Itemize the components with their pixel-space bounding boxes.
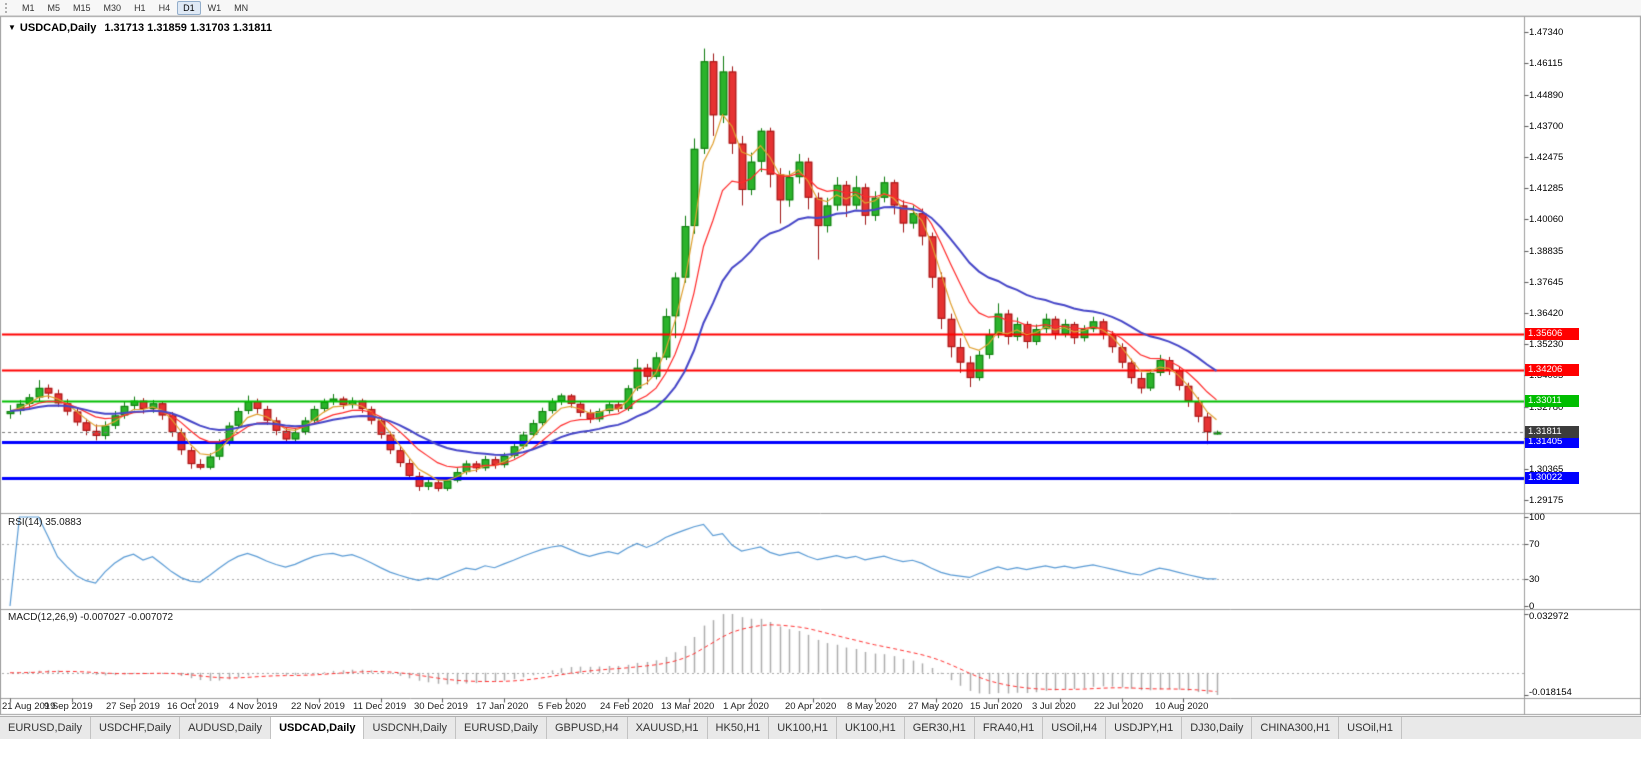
symbol-tab[interactable]: USDCAD,Daily <box>271 717 365 739</box>
toolbar-drag-handle[interactable] <box>5 2 10 13</box>
macd-indicator-label: MACD(12,26,9) -0.007027 -0.007072 <box>8 612 174 623</box>
rsi-axis-label: 100 <box>1529 512 1545 523</box>
price-axis-label: 1.35230 <box>1529 339 1564 350</box>
macd-axis-label: -0.018154 <box>1529 687 1572 698</box>
date-label: 17 Jan 2020 <box>476 701 529 712</box>
price-axis-label: 1.38835 <box>1529 246 1564 257</box>
timeframe-button-mn[interactable]: MN <box>234 2 249 13</box>
timeframe-button-m1[interactable]: M1 <box>22 2 35 13</box>
symbol-tab[interactable]: USDCNH,Daily <box>364 717 457 739</box>
symbol-tab[interactable]: EURUSD,Daily <box>0 717 91 739</box>
date-label: 30 Dec 2019 <box>414 701 468 712</box>
chart-title: ▼ USDCAD,Daily 1.31713 1.31859 1.31703 1.3… <box>8 22 272 34</box>
symbol-tab[interactable]: GER30,H1 <box>904 717 975 739</box>
level-price-tag: 1.33011 <box>1525 395 1579 407</box>
level-price-tag: 1.30022 <box>1525 472 1579 484</box>
date-label: 4 Nov 2019 <box>229 701 278 712</box>
symbol-tab[interactable]: USOil,H1 <box>1339 717 1402 739</box>
date-label: 27 May 2020 <box>908 701 963 712</box>
symbol-tab[interactable]: FRA40,H1 <box>974 717 1044 739</box>
price-axis-label: 1.37645 <box>1529 277 1564 288</box>
price-axis-label: 1.41285 <box>1529 183 1564 194</box>
symbol-tab[interactable]: DJ30,Daily <box>1182 717 1253 739</box>
level-price-tag: 1.31405 <box>1525 436 1579 448</box>
date-label: 27 Sep 2019 <box>106 701 160 712</box>
price-axis-label: 1.30365 <box>1529 464 1564 475</box>
rsi-axis-label: 0 <box>1529 601 1535 612</box>
date-label: 11 Dec 2019 <box>353 701 407 712</box>
timeframe-toolbar: M1 M5 M15 M30 H1 H4 D1 W1 MN <box>0 0 1641 16</box>
rsi-axis-label: 30 <box>1529 574 1540 585</box>
symbol-tab[interactable]: HK50,H1 <box>707 717 770 739</box>
date-label: 9 Sep 2019 <box>44 701 93 712</box>
level-price-tag: 1.34206 <box>1525 364 1579 376</box>
price-axis-label: 1.42475 <box>1529 152 1564 163</box>
date-label: 20 Apr 2020 <box>785 701 837 712</box>
symbol-tab[interactable]: UK100,H1 <box>836 717 905 739</box>
current-price-tag: 1.31811 <box>1525 426 1579 438</box>
macd-axis-label: 0.032972 <box>1529 611 1569 622</box>
date-label: 22 Nov 2019 <box>291 701 345 712</box>
price-axis-label: 1.32780 <box>1529 402 1564 413</box>
timeframe-button-m15[interactable]: M15 <box>73 2 91 13</box>
symbol-tab[interactable]: USDCHF,Daily <box>90 717 181 739</box>
rsi-axis-label: 70 <box>1529 539 1540 550</box>
date-label: 15 Jun 2020 <box>970 701 1023 712</box>
date-label: 10 Aug 2020 <box>1155 701 1209 712</box>
date-label: 1 Apr 2020 <box>723 701 769 712</box>
timeframe-button-w1[interactable]: W1 <box>207 2 222 13</box>
price-axis-label: 1.29175 <box>1529 495 1564 506</box>
symbol-tab[interactable]: CHINA300,H1 <box>1252 717 1340 739</box>
symbol-tab[interactable]: UK100,H1 <box>769 717 837 739</box>
rsi-indicator-label: RSI(14) 35.0883 <box>8 517 82 528</box>
symbol-tab[interactable]: GBPUSD,H4 <box>547 717 628 739</box>
price-axis-label: 1.47340 <box>1529 27 1564 38</box>
timeframe-button-m30[interactable]: M30 <box>103 2 122 13</box>
symbol-tab-bar: EURUSD,Daily USDCHF,Daily AUDUSD,Daily USDC… <box>0 716 1641 739</box>
level-price-tag: 1.35606 <box>1525 328 1579 340</box>
symbol-tab[interactable]: USDJPY,H1 <box>1106 717 1183 739</box>
symbol-tab[interactable]: AUDUSD,Daily <box>180 717 272 739</box>
symbol-dropdown-icon[interactable]: ▼ <box>8 23 16 32</box>
price-axis-label: 1.46115 <box>1529 58 1563 69</box>
date-label: 3 Jul 2020 <box>1032 701 1076 712</box>
timeframe-button-h4[interactable]: H4 <box>158 2 171 13</box>
price-axis-label: 1.36420 <box>1529 308 1564 319</box>
timeframe-button-d1[interactable]: D1 <box>177 0 201 15</box>
timeframe-button-m5[interactable]: M5 <box>47 2 61 13</box>
date-label: 16 Oct 2019 <box>167 701 219 712</box>
date-label: 24 Feb 2020 <box>600 701 654 712</box>
price-axis-label: 1.44890 <box>1529 90 1564 101</box>
date-label: 8 May 2020 <box>847 701 897 712</box>
date-label: 5 Feb 2020 <box>538 701 587 712</box>
chart-symbol-label: USDCAD,Daily <box>19 22 97 34</box>
date-label: 13 Mar 2020 <box>661 701 715 712</box>
symbol-tab[interactable]: EURUSD,Daily <box>456 717 547 739</box>
date-label: 22 Jul 2020 <box>1094 701 1144 712</box>
symbol-tab[interactable]: XAUUSD,H1 <box>627 717 708 739</box>
price-axis-label: 1.40060 <box>1529 214 1564 225</box>
symbol-tab[interactable]: USOil,H4 <box>1043 717 1107 739</box>
price-axis-label: 1.43700 <box>1529 121 1564 132</box>
timeframe-button-h1[interactable]: H1 <box>134 2 146 13</box>
chart-ohlc-values: 1.31713 1.31859 1.31703 1.31811 <box>104 22 272 34</box>
timeframe-buttons-group: M1 M5 M15 M30 H1 H4 D1 W1 MN <box>16 0 255 15</box>
date-label: 21 Aug 2019 <box>2 701 56 712</box>
status-bar <box>0 739 1641 760</box>
